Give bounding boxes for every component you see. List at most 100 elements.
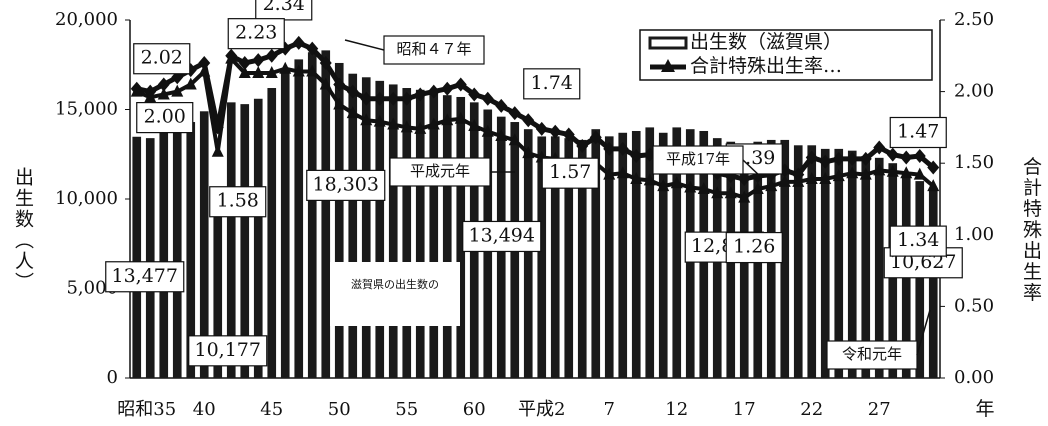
marker: [441, 113, 454, 126]
marker: [211, 144, 224, 157]
bar: [780, 139, 790, 378]
marker: [373, 114, 386, 127]
bar: [604, 136, 614, 378]
marker: [346, 106, 359, 119]
x-tick-label: 45: [260, 399, 283, 420]
marker: [778, 174, 791, 187]
y2-tick-label: 0.00: [954, 367, 994, 388]
bar: [213, 195, 223, 378]
bar: [132, 136, 142, 378]
marker: [454, 77, 467, 92]
x-tick-label: 7: [604, 399, 615, 420]
data-label-box: [105, 261, 185, 293]
bar: [537, 136, 547, 378]
y2-tick-label: 1.50: [954, 152, 994, 173]
bar: [807, 145, 817, 378]
marker: [805, 171, 818, 184]
marker: [495, 128, 508, 141]
marker: [859, 151, 872, 166]
marker: [238, 55, 251, 70]
marker: [927, 179, 940, 192]
marker: [373, 91, 386, 106]
bar: [280, 68, 290, 378]
bar: [415, 89, 425, 378]
data-label: 13,494: [469, 224, 535, 246]
y2-axis-title: 合計特殊出生率: [1020, 156, 1042, 303]
arrow: [742, 159, 763, 179]
y-tick-label: 0: [107, 367, 118, 388]
marker: [630, 171, 643, 184]
marker: [603, 141, 616, 156]
marker: [387, 91, 400, 106]
x-tick-label: 平成2: [518, 399, 565, 420]
marker: [900, 150, 913, 165]
marker: [522, 146, 535, 159]
bar: [334, 62, 344, 379]
marker: [252, 65, 265, 78]
marker: [765, 179, 778, 192]
data-label-box: [209, 186, 267, 218]
marker: [873, 163, 886, 176]
marker: [468, 87, 481, 102]
data-label: 2.02: [141, 47, 183, 69]
marker: [414, 121, 427, 134]
y2-tick-label: 2.50: [954, 9, 994, 30]
x-tick-label: 17: [733, 399, 756, 420]
marker: [832, 169, 845, 182]
bar: [226, 102, 236, 378]
marker: [913, 149, 926, 164]
annotation: 滋賀県の出生数の: [351, 277, 439, 291]
marker: [643, 173, 656, 186]
marker: [616, 166, 629, 179]
marker: [238, 65, 251, 78]
x-axis-title: 年: [975, 398, 994, 420]
x-tick-label: 60: [463, 399, 486, 420]
bar: [388, 84, 398, 378]
x-tick-label: 27: [868, 399, 891, 420]
data-label: 13,477: [112, 265, 178, 287]
marker: [616, 141, 629, 156]
legend-swatch: [661, 59, 675, 72]
marker: [225, 51, 238, 64]
annotation: 令和元年: [842, 345, 902, 363]
marker: [360, 113, 373, 126]
marker: [427, 117, 440, 130]
bar: [442, 95, 452, 379]
marker: [508, 133, 521, 146]
bar: [159, 132, 169, 378]
bar: [456, 96, 466, 378]
marker: [468, 118, 481, 131]
marker: [792, 167, 805, 182]
bar: [577, 139, 587, 378]
marker: [306, 64, 319, 77]
marker: [265, 48, 278, 63]
marker: [562, 127, 575, 142]
marker: [319, 55, 332, 70]
marker: [157, 87, 170, 100]
marker: [508, 106, 521, 121]
marker: [846, 151, 859, 166]
x-tick-label: 40: [193, 399, 216, 420]
marker: [670, 176, 683, 189]
data-label-box: [541, 157, 599, 189]
marker: [697, 181, 710, 194]
marker: [630, 149, 643, 164]
marker: [549, 124, 562, 139]
annotation: 平成元年: [410, 162, 470, 180]
bar: [240, 104, 250, 378]
marker: [805, 150, 818, 165]
marker: [481, 124, 494, 137]
marker: [292, 35, 305, 50]
annotation-box: [826, 340, 918, 370]
marker: [576, 139, 589, 154]
data-label: 2.34: [263, 0, 305, 15]
marker: [144, 90, 157, 103]
marker: [495, 98, 508, 113]
data-label: 1.74: [531, 72, 573, 94]
x-tick-label: 12: [665, 399, 688, 420]
data-label-box: [133, 43, 191, 75]
bar: [321, 50, 331, 378]
data-label-box: [306, 169, 386, 201]
bar: [672, 127, 682, 379]
marker: [738, 171, 751, 186]
